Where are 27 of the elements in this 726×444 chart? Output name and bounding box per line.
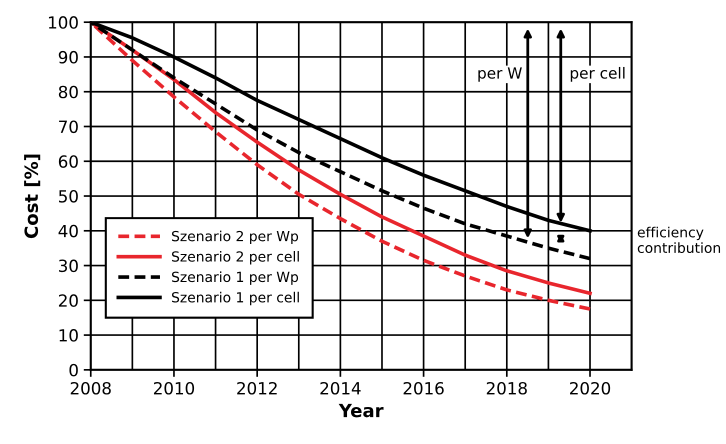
y-tick-label: 70 [59, 120, 78, 134]
x-tick-label: 2012 [237, 382, 277, 395]
y-tick-label: 10 [60, 329, 78, 342]
legend-label: Szenario 2 per Wp [172, 230, 298, 244]
y-tick-label: 80 [58, 86, 78, 98]
y-axis-title: Cost [%] [24, 154, 40, 238]
y-tick-label: 30 [59, 260, 78, 272]
x-axis-title: Year [338, 404, 384, 418]
annotation: per W [478, 67, 522, 82]
y-tick-label: 50 [59, 190, 78, 203]
x-tick-label: 2008 [70, 382, 111, 395]
y-tick-label: 90 [58, 50, 78, 64]
x-tick-label: 2014 [320, 382, 361, 395]
legend-label: Szenario 1 per Wp [172, 271, 298, 285]
x-tick-label: 2018 [486, 382, 527, 395]
x-tick-label: 2016 [404, 382, 444, 395]
legend-label: Szenario 2 per cell [172, 251, 299, 264]
legend-label: Szenario 1 per cell [172, 292, 299, 306]
y-tick-label: 100 [48, 16, 78, 29]
x-tick-label: 2020 [570, 382, 610, 395]
y-tick-label: 20 [58, 294, 78, 307]
y-tick-label: 40 [58, 224, 78, 238]
y-tick-label: 60 [58, 155, 78, 168]
y-tick-label: 0 [69, 364, 78, 376]
annotation: per cell [570, 66, 625, 82]
text: efficiency contribution [638, 226, 720, 254]
x-tick-label: 2010 [154, 382, 194, 395]
